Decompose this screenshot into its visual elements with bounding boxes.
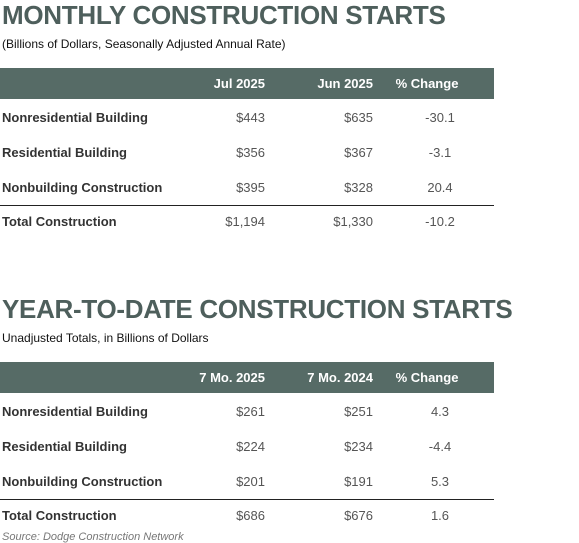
cell-value: -3.1	[428, 145, 452, 160]
header-bar	[0, 362, 494, 393]
cell-value: $224	[236, 439, 265, 454]
section-title: MONTHLY CONSTRUCTION STARTS	[2, 0, 446, 30]
cell-value: $686	[236, 508, 265, 523]
column-header: % Change	[395, 370, 459, 385]
column-header: 7 Mo. 2024	[307, 370, 373, 385]
cell-value: $676	[344, 508, 373, 523]
source-note: Source: Dodge Construction Network	[2, 531, 184, 543]
column-header: Jul 2025	[213, 76, 265, 91]
header-bar	[0, 68, 494, 99]
cell-value: -30.1	[425, 110, 455, 125]
cell-value: $443	[236, 110, 265, 125]
cell-value: $261	[236, 404, 265, 419]
cell-value: 4.3	[430, 404, 450, 419]
total-rule	[0, 205, 494, 206]
row-label: Nonresidential Building	[2, 110, 148, 125]
section-title: YEAR-TO-DATE CONSTRUCTION STARTS	[2, 294, 513, 324]
cell-value: -10.2	[425, 214, 455, 229]
cell-value: -4.4	[428, 439, 452, 454]
row-label: Residential Building	[2, 439, 127, 454]
cell-value: $1,194	[225, 214, 265, 229]
cell-value: $201	[236, 474, 265, 489]
cell-value: $234	[344, 439, 373, 454]
row-label: Nonresidential Building	[2, 404, 148, 419]
column-header: 7 Mo. 2025	[199, 370, 265, 385]
cell-value: $251	[344, 404, 373, 419]
cell-value: $191	[344, 474, 373, 489]
cell-value: 5.3	[430, 474, 450, 489]
row-label: Nonbuilding Construction	[2, 180, 163, 195]
cell-value: $635	[344, 110, 373, 125]
cell-value: $367	[344, 145, 373, 160]
cell-value: $395	[236, 180, 265, 195]
row-label: Total Construction	[2, 214, 117, 229]
cell-value: $328	[344, 180, 373, 195]
row-label: Residential Building	[2, 145, 127, 160]
cell-value: $356	[236, 145, 265, 160]
section-subtitle: Unadjusted Totals, in Billions of Dollar…	[2, 331, 209, 345]
column-header: Jun 2025	[317, 76, 373, 91]
section-subtitle: (Billions of Dollars, Seasonally Adjuste…	[2, 37, 286, 51]
total-rule	[0, 499, 494, 500]
row-label: Total Construction	[2, 508, 117, 523]
cell-value: 20.4	[427, 180, 453, 195]
row-label: Nonbuilding Construction	[2, 474, 163, 489]
cell-value: 1.6	[430, 508, 450, 523]
column-header: % Change	[395, 76, 459, 91]
cell-value: $1,330	[333, 214, 373, 229]
